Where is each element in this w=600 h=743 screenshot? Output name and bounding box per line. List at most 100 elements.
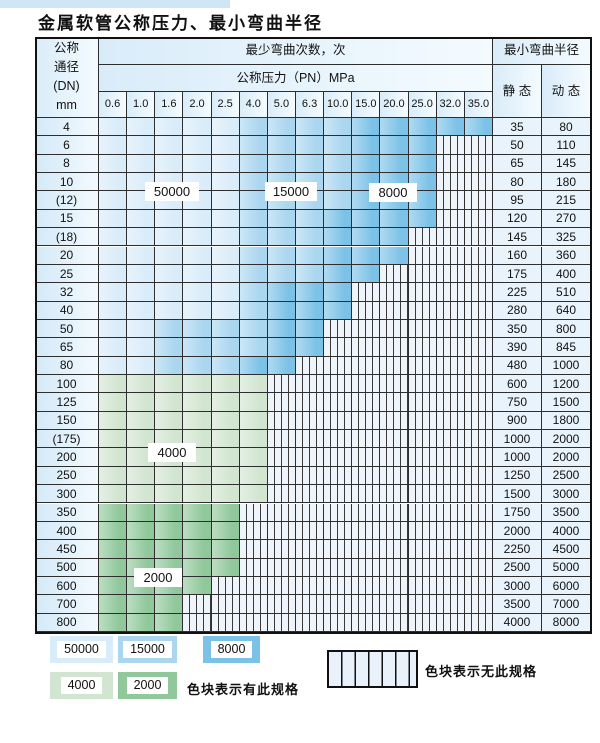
no-spec-cell (436, 136, 465, 155)
pn-header-cell: 2.0 (183, 92, 212, 118)
spec-cell-2000 (99, 540, 128, 559)
legend-swatch-label: 50000 (57, 640, 106, 659)
no-spec-cell (380, 521, 409, 541)
no-spec-cell (380, 319, 409, 339)
spec-cell-8000 (380, 154, 409, 174)
no-spec-cell (408, 521, 437, 541)
no-spec-cell (408, 613, 437, 632)
spec-cell-2000 (155, 540, 184, 559)
spec-cell-8000 (324, 264, 353, 284)
spec-cell-8000 (352, 246, 381, 265)
spec-cell-50000 (99, 301, 128, 320)
spec-cell-8000 (408, 136, 437, 155)
dynamic-value-cell: 800 (542, 319, 591, 339)
no-spec-cell (464, 448, 493, 467)
spec-cell-50000 (155, 228, 184, 247)
dn-cell: 125 (35, 393, 99, 412)
spec-cell-15000 (211, 356, 240, 375)
no-spec-cell (267, 595, 296, 614)
no-spec-cell (239, 503, 268, 522)
no-spec-cell (464, 301, 493, 320)
spec-cell-15000 (324, 191, 353, 210)
static-value-cell: 280 (493, 301, 542, 320)
spec-cell-15000 (239, 264, 268, 284)
spec-cell-4000 (127, 393, 156, 412)
no-spec-cell (324, 338, 353, 357)
no-spec-cell (352, 411, 381, 431)
no-spec-cell (436, 246, 465, 265)
spec-cell-2000 (155, 521, 184, 541)
no-spec-cell (464, 503, 493, 522)
spec-cell-50000 (99, 319, 128, 339)
spec-cell-50000 (155, 136, 184, 155)
spec-cell-4000 (183, 485, 212, 504)
dn-cell: 250 (35, 466, 99, 486)
no-spec-cell (352, 521, 381, 541)
no-spec-cell (324, 375, 353, 394)
spec-cell-8000 (324, 228, 353, 247)
no-spec-cell (436, 521, 465, 541)
spec-cell-15000 (296, 246, 325, 265)
spec-cell-50000 (183, 154, 212, 174)
no-spec-cell (211, 613, 240, 632)
no-spec-cell (436, 393, 465, 412)
spec-cell-50000 (183, 301, 212, 320)
spec-cell-50000 (99, 209, 128, 229)
dynamic-value-cell: 1200 (542, 375, 591, 394)
spec-cell-50000 (127, 209, 156, 229)
no-spec-cell (324, 521, 353, 541)
spec-cell-4000 (155, 375, 184, 394)
no-spec-cell (464, 191, 493, 210)
no-spec-cell (352, 301, 381, 320)
no-spec-cell (464, 613, 493, 632)
spec-cell-50000 (155, 246, 184, 265)
dynamic-value-cell: 8000 (542, 613, 591, 632)
spec-cell-8000 (324, 246, 353, 265)
no-spec-cell (324, 558, 353, 577)
spec-cell-8000 (380, 209, 409, 229)
zone-label-4000: 4000 (148, 443, 196, 462)
spec-cell-15000 (239, 228, 268, 247)
spec-cell-50000 (183, 118, 212, 137)
spec-cell-50000 (211, 209, 240, 229)
spec-cell-4000 (183, 375, 212, 394)
spec-cell-4000 (239, 430, 268, 449)
spec-cell-4000 (155, 466, 184, 486)
spec-cell-8000 (267, 319, 296, 339)
no-spec-cell (464, 356, 493, 375)
no-spec-cell (352, 319, 381, 339)
dynamic-value-cell: 6000 (542, 576, 591, 596)
no-spec-cell (296, 521, 325, 541)
no-spec-cell (436, 503, 465, 522)
no-spec-cell (436, 283, 465, 302)
no-spec-cell (436, 228, 465, 247)
spec-cell-50000 (99, 154, 128, 174)
static-value-cell: 3500 (493, 595, 542, 614)
spec-cell-15000 (239, 319, 268, 339)
spec-cell-4000 (211, 393, 240, 412)
spec-cell-2000 (183, 558, 212, 577)
spec-cell-15000 (155, 338, 184, 357)
spec-cell-15000 (239, 338, 268, 357)
spec-cell-8000 (352, 118, 381, 137)
spec-cell-4000 (99, 448, 128, 467)
spec-cell-8000 (267, 356, 296, 375)
dn-cell: 10 (35, 173, 99, 192)
spec-cell-15000 (267, 136, 296, 155)
no-spec-cell (408, 430, 437, 449)
spec-cell-15000 (155, 319, 184, 339)
spec-cell-15000 (183, 338, 212, 357)
spec-cell-15000 (296, 264, 325, 284)
header-dn-line: (DN) (53, 79, 80, 93)
no-spec-cell (464, 393, 493, 412)
no-spec-cell (464, 338, 493, 357)
pn-header-cell: 2.5 (211, 92, 240, 118)
spec-cell-2000 (99, 576, 128, 596)
header-bend-cycles: 最少弯曲次数，次 (99, 37, 493, 65)
no-spec-cell (436, 356, 465, 375)
no-spec-cell (296, 430, 325, 449)
no-spec-cell (211, 595, 240, 614)
no-spec-cell (408, 246, 437, 265)
legend-swatch-label: 8000 (210, 640, 253, 659)
no-spec-cell (324, 595, 353, 614)
